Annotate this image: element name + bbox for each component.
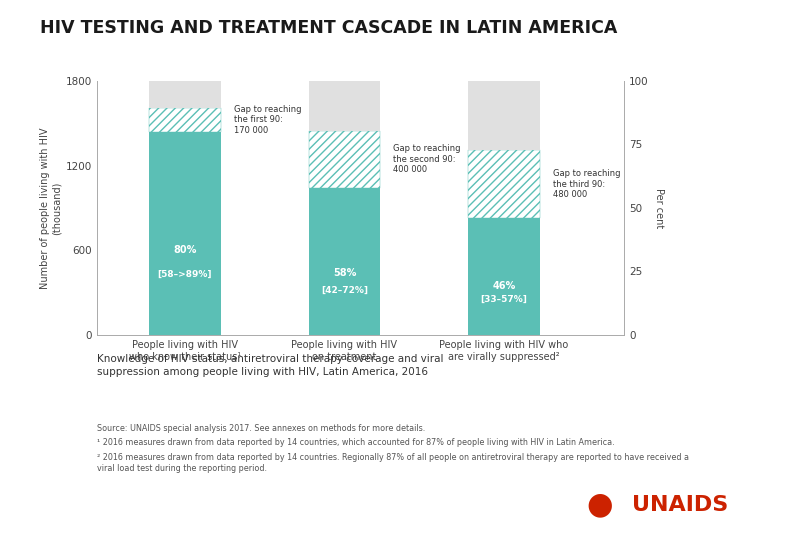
Bar [309,187,381,335]
Text: ² 2016 measures drawn from data reported by 14 countries. Regionally 87% of all : ² 2016 measures drawn from data reported… [97,453,689,472]
Bar [309,131,381,187]
Bar [468,218,540,335]
Text: ¹ 2016 measures drawn from data reported by 14 countries, which accounted for 87: ¹ 2016 measures drawn from data reported… [97,438,615,448]
Bar [149,81,221,108]
Text: Gap to reaching
the second 90:
400 000: Gap to reaching the second 90: 400 000 [393,145,461,174]
Text: 58%: 58% [333,268,356,278]
Text: Knowledge of HIV status, antiretroviral therapy coverage and viral
suppression a: Knowledge of HIV status, antiretroviral … [97,354,444,377]
Text: HIV TESTING AND TREATMENT CASCADE IN LATIN AMERICA: HIV TESTING AND TREATMENT CASCADE IN LAT… [40,19,618,37]
Text: [42–72%]: [42–72%] [321,286,368,295]
Bar [468,81,540,150]
Text: Source: UNAIDS special analysis 2017. See annexes on methods for more details.: Source: UNAIDS special analysis 2017. Se… [97,424,425,433]
Text: ●: ● [586,490,612,519]
Text: UNAIDS: UNAIDS [632,495,728,515]
Text: [33–57%]: [33–57%] [480,295,527,304]
Bar [309,81,381,131]
Bar [468,150,540,218]
Bar [149,108,221,132]
Bar [149,132,221,335]
Text: 46%: 46% [492,281,516,291]
Text: [58–>89%]: [58–>89%] [158,269,212,279]
Y-axis label: Number of people living with HIV
(thousand): Number of people living with HIV (thousa… [40,127,62,289]
Y-axis label: Per cent: Per cent [654,188,664,228]
Text: 80%: 80% [173,245,197,254]
Text: Gap to reaching
the third 90:
480 000: Gap to reaching the third 90: 480 000 [552,170,620,199]
Text: Gap to reaching
the first 90:
170 000: Gap to reaching the first 90: 170 000 [233,105,301,134]
